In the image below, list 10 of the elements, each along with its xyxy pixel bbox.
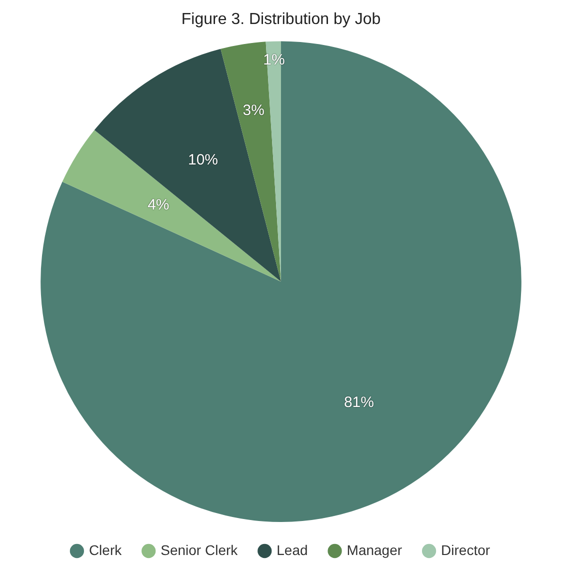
legend-label: Director: [441, 542, 490, 558]
legend-label: Manager: [346, 542, 402, 558]
chart-title: Figure 3. Distribution by Job: [181, 11, 381, 28]
data-label: 3%: [242, 102, 264, 119]
legend-label: Clerk: [88, 542, 123, 558]
legend-label: Senior Clerk: [160, 542, 239, 558]
legend-label: Lead: [276, 542, 308, 558]
data-label: 81%: [344, 394, 374, 412]
data-label: 10%: [188, 151, 218, 168]
data-label: 4%: [148, 196, 170, 214]
